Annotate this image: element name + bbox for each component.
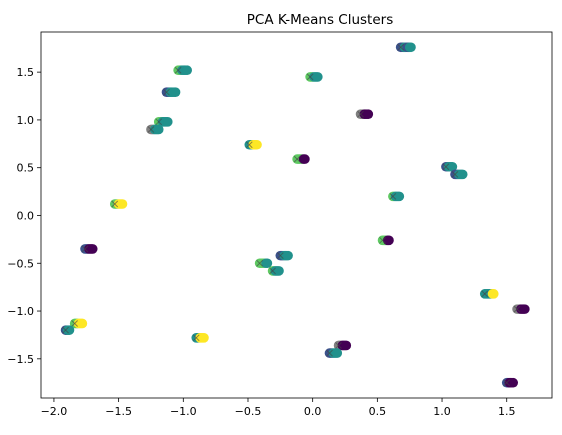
data-point — [313, 72, 323, 82]
y-tick-label: −0.5 — [7, 257, 34, 270]
points-layer — [60, 42, 530, 388]
point-marker — [442, 163, 450, 171]
data-point — [341, 340, 352, 351]
x-tick-label: 0.0 — [304, 405, 322, 418]
point-marker — [256, 259, 263, 267]
data-point — [332, 348, 343, 358]
ticks-layer: −2.0 −1.5 −1.0 −0.5 0.0 0.5 1.0 1.5 −1.5 −1.0 −0.5… — [7, 66, 515, 418]
x-tick-label: −0.5 — [235, 405, 262, 418]
y-tick-label: −1.0 — [7, 305, 34, 318]
x-tick-label: −2.0 — [41, 405, 68, 418]
point-marker — [335, 342, 342, 349]
y-tick-label: 1.0 — [17, 114, 35, 127]
x-tick-label: 1.5 — [498, 405, 516, 418]
point-marker — [503, 379, 511, 387]
point-marker — [481, 290, 489, 298]
point-marker — [397, 43, 404, 51]
data-point — [406, 42, 416, 53]
point-marker — [192, 334, 200, 342]
x-tick-label: 1.0 — [433, 405, 451, 418]
data-point — [87, 244, 98, 254]
point-marker — [155, 118, 163, 126]
point-marker — [147, 126, 155, 133]
data-point — [77, 318, 88, 329]
point-marker — [293, 155, 301, 163]
data-point — [520, 304, 530, 314]
x-tick-label: 0.5 — [369, 405, 387, 418]
plot-frame — [40, 31, 553, 399]
data-point — [394, 191, 405, 202]
point-marker — [389, 193, 397, 200]
point-marker — [357, 110, 364, 118]
point-marker — [163, 88, 170, 96]
data-point — [182, 65, 192, 76]
data-point — [262, 258, 273, 269]
y-tick-label: −1.5 — [7, 353, 34, 366]
data-point — [447, 161, 458, 172]
data-point — [300, 154, 310, 164]
x-tick-label: −1.0 — [170, 405, 197, 418]
x-tick-label: −1.5 — [105, 405, 132, 418]
data-point — [64, 325, 75, 335]
data-point — [199, 332, 209, 343]
data-point — [508, 377, 518, 388]
y-tick-label: 0.0 — [17, 209, 35, 222]
point-marker — [379, 236, 386, 244]
point-marker — [451, 171, 459, 178]
point-marker — [326, 349, 333, 357]
y-tick-label: 1.5 — [17, 66, 35, 79]
data-point — [153, 124, 164, 135]
data-point — [457, 169, 468, 180]
data-point — [488, 289, 499, 299]
point-marker — [245, 141, 253, 149]
data-point — [283, 250, 293, 261]
point-marker — [81, 245, 89, 253]
data-point — [117, 199, 128, 209]
point-marker — [276, 252, 284, 259]
y-tick-label: 0.5 — [17, 162, 35, 175]
data-point — [170, 87, 181, 98]
chart-title: PCA K-Means Clusters — [247, 12, 393, 28]
data-point — [252, 139, 262, 150]
point-marker — [174, 66, 182, 74]
point-marker — [269, 267, 276, 275]
point-marker — [111, 200, 119, 208]
data-point — [384, 235, 394, 246]
point-marker — [62, 326, 69, 334]
data-point — [162, 117, 173, 127]
point-marker — [306, 73, 314, 81]
point-marker — [71, 320, 78, 327]
data-point — [363, 109, 374, 119]
data-point — [274, 266, 284, 276]
point-marker — [513, 305, 521, 313]
